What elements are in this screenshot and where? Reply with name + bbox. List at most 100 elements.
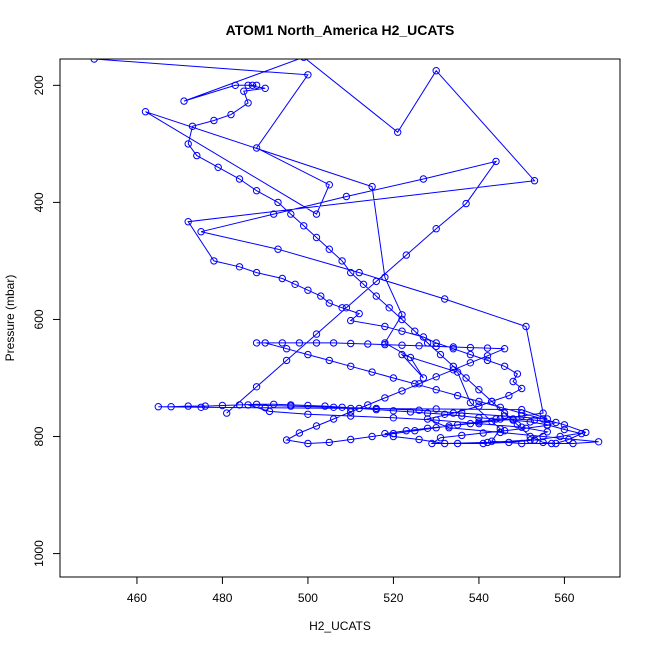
data-point bbox=[462, 374, 470, 382]
x-tick-label: 500 bbox=[298, 591, 318, 605]
data-point bbox=[338, 304, 346, 312]
data-point bbox=[317, 292, 325, 300]
data-point bbox=[278, 274, 286, 283]
data-point bbox=[475, 414, 483, 422]
data-point bbox=[411, 327, 419, 335]
data-point bbox=[154, 403, 163, 411]
data-point bbox=[261, 84, 269, 93]
data-point bbox=[479, 429, 487, 437]
data-point bbox=[453, 421, 462, 429]
data-point bbox=[347, 268, 355, 277]
data-point bbox=[372, 292, 380, 300]
data-point bbox=[347, 362, 355, 370]
data-point bbox=[398, 315, 406, 324]
data-point bbox=[411, 427, 419, 435]
data-point bbox=[270, 210, 278, 218]
data-point bbox=[569, 439, 577, 448]
x-tick-label: 460 bbox=[127, 591, 147, 605]
data-point bbox=[235, 263, 244, 271]
data-point bbox=[415, 380, 423, 388]
plot-area bbox=[90, 59, 603, 448]
data-point bbox=[488, 417, 496, 425]
data-point bbox=[252, 144, 261, 152]
data-point bbox=[342, 304, 351, 312]
data-point bbox=[406, 408, 415, 416]
data-point bbox=[295, 429, 304, 437]
data-point bbox=[518, 412, 526, 420]
data-point bbox=[385, 304, 393, 312]
data-point bbox=[458, 409, 466, 417]
data-point bbox=[432, 373, 440, 381]
data-point bbox=[188, 122, 197, 131]
data-point bbox=[449, 362, 457, 370]
data-point bbox=[432, 67, 440, 75]
data-point bbox=[347, 412, 355, 420]
data-point bbox=[287, 402, 295, 410]
data-point bbox=[355, 404, 363, 413]
data-point bbox=[282, 356, 291, 365]
data-point bbox=[505, 391, 513, 400]
data-point bbox=[466, 359, 475, 367]
data-point bbox=[252, 268, 261, 277]
data-point bbox=[231, 81, 240, 90]
data-point bbox=[509, 415, 517, 423]
data-point bbox=[184, 218, 192, 226]
data-point bbox=[300, 59, 307, 61]
data-point bbox=[355, 309, 363, 318]
data-point bbox=[500, 362, 509, 370]
data-point bbox=[496, 425, 504, 433]
data-point bbox=[381, 340, 389, 349]
data-point bbox=[338, 257, 346, 265]
y-tick-label: 800 bbox=[32, 426, 46, 446]
data-point bbox=[530, 416, 539, 424]
data-point bbox=[496, 428, 504, 437]
data-point bbox=[560, 425, 569, 434]
data-point bbox=[218, 401, 227, 410]
data-point bbox=[312, 422, 321, 430]
data-point bbox=[518, 439, 526, 448]
data-point bbox=[402, 251, 410, 259]
data-point bbox=[193, 151, 201, 160]
data-point bbox=[381, 273, 389, 281]
plot-frame bbox=[59, 58, 621, 578]
y-tick-label: 600 bbox=[32, 309, 46, 329]
data-point bbox=[509, 377, 517, 386]
data-point bbox=[552, 418, 560, 427]
data-point bbox=[347, 339, 355, 348]
data-point bbox=[325, 299, 333, 307]
data-point bbox=[304, 286, 312, 294]
data-point bbox=[223, 409, 231, 417]
data-point bbox=[282, 436, 291, 444]
data-point bbox=[488, 397, 496, 406]
data-point bbox=[252, 383, 261, 391]
data-point bbox=[214, 163, 222, 172]
data-point bbox=[419, 374, 428, 382]
data-point bbox=[432, 386, 440, 394]
data-point bbox=[402, 427, 410, 435]
data-point bbox=[389, 414, 398, 422]
data-point bbox=[488, 437, 496, 445]
data-point bbox=[518, 409, 526, 417]
y-axis-title: Pressure (mbar) bbox=[3, 275, 17, 362]
data-point bbox=[475, 402, 483, 410]
data-point bbox=[325, 245, 333, 253]
data-point bbox=[372, 277, 380, 286]
data-point bbox=[300, 222, 308, 230]
data-point bbox=[244, 401, 252, 409]
data-point bbox=[394, 128, 402, 136]
data-point bbox=[483, 356, 492, 365]
data-point bbox=[291, 280, 299, 288]
data-point bbox=[423, 424, 432, 432]
data-point bbox=[248, 81, 257, 90]
data-point bbox=[428, 439, 436, 448]
data-point bbox=[513, 370, 522, 378]
data-point bbox=[347, 408, 355, 416]
data-point bbox=[355, 268, 363, 277]
data-point bbox=[500, 427, 509, 435]
data-point bbox=[312, 233, 321, 242]
data-point bbox=[449, 409, 457, 417]
data-point bbox=[496, 415, 504, 423]
data-point bbox=[492, 415, 500, 423]
data-point bbox=[500, 345, 509, 353]
